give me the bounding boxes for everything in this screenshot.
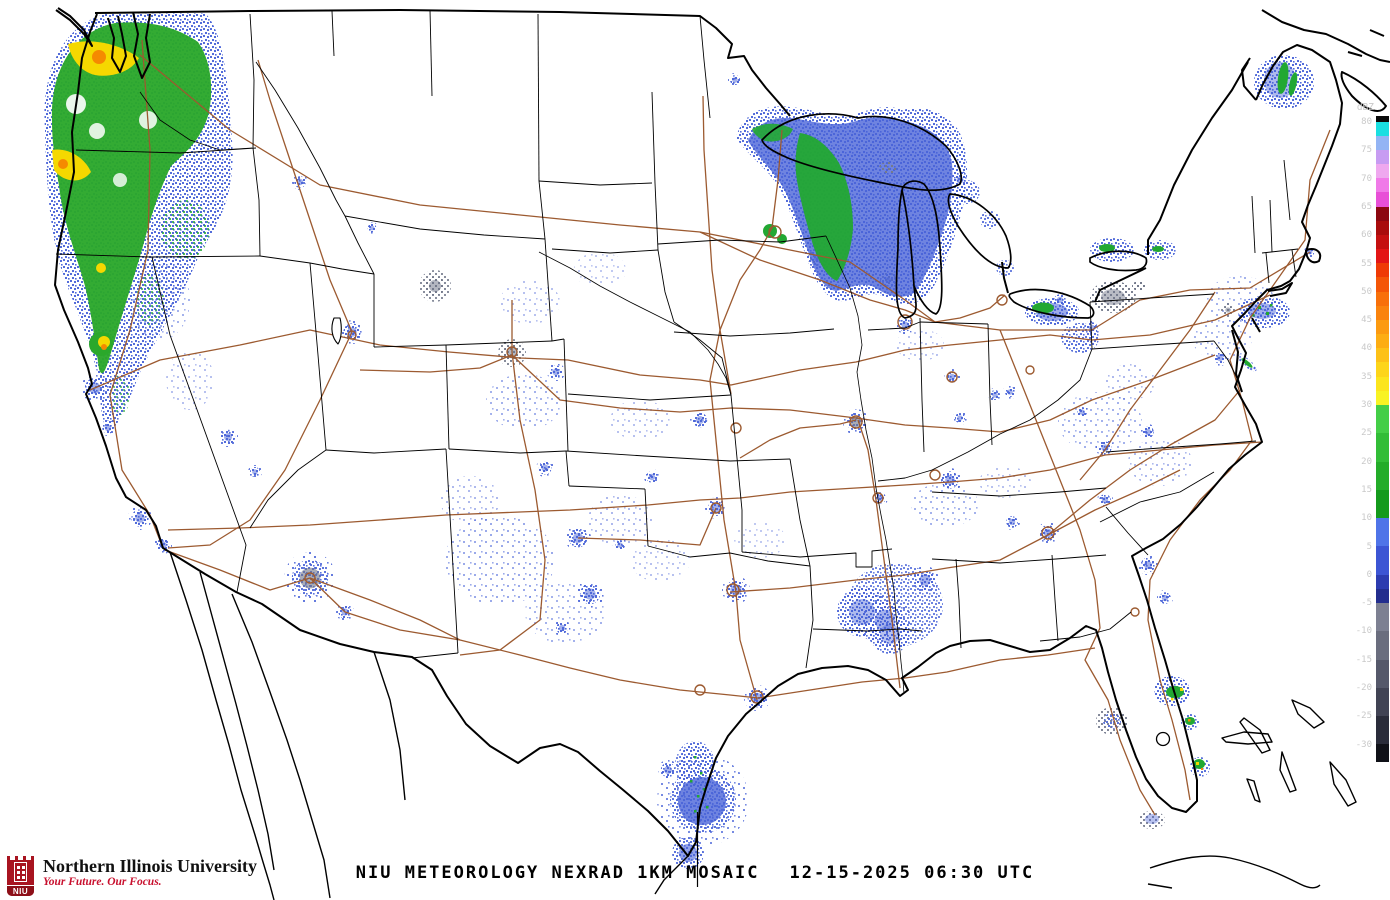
radar-site-return [419, 270, 451, 302]
city-beltways [304, 225, 1140, 704]
niu-logo: NIU Northern Illinois University Your Fu… [7, 856, 257, 896]
speckle-field [486, 374, 562, 430]
institution-name: Northern Illinois University [43, 856, 257, 876]
speckle-field [610, 400, 670, 440]
radar-site-return [536, 459, 554, 477]
speckle-field [440, 476, 500, 524]
radar-site-return [1004, 514, 1020, 530]
speckle-field [1128, 438, 1192, 486]
speckle-field [896, 329, 944, 361]
state-boundaries [55, 9, 1299, 669]
mosaic-title: NIU METEOROLOGY NEXRAD 1KM MOSAIC [355, 863, 760, 883]
radar-site-return [128, 506, 152, 530]
speckle-field [734, 522, 786, 558]
speckle-field [588, 494, 652, 546]
radar-site-return [938, 468, 962, 492]
radar-site-return [554, 620, 570, 636]
speckle-field [445, 515, 555, 605]
speckle-field [500, 280, 560, 324]
speckle-field [1104, 364, 1156, 400]
radar-site-return [1140, 424, 1156, 440]
radar-site-return [218, 427, 238, 447]
radar-site-return [576, 580, 604, 608]
echo-pacific-northwest [44, 13, 233, 433]
radar-site-return [248, 465, 262, 479]
echo-gulf-south [837, 587, 910, 654]
speckle-field [166, 350, 214, 410]
radar-site-return [1037, 522, 1059, 544]
institution-tagline: Your Future. Our Focus. [43, 876, 162, 888]
speckle-field [574, 252, 626, 288]
great-lakes [761, 113, 1148, 319]
radar-site-return [366, 222, 378, 234]
radar-site-return [728, 73, 742, 87]
radar-site-return [1157, 590, 1173, 606]
radar-site-return [547, 363, 565, 381]
rivers [139, 91, 905, 695]
speckle-field [630, 538, 690, 582]
speckle-field [979, 466, 1031, 498]
mexico-and-islands [169, 317, 1357, 900]
mosaic-timestamp: 12-15-2025 06:30 UTC [789, 863, 1035, 883]
niu-shield-icon: NIU [7, 856, 34, 896]
radar-site-return [1138, 555, 1158, 575]
radar-site-return [953, 411, 967, 425]
echo-upper-midwest [736, 106, 1014, 305]
radar-site-return [1075, 405, 1089, 419]
radar-site-return [1212, 350, 1228, 366]
radar-site-return [644, 469, 660, 485]
niu-acronym: NIU [7, 885, 34, 896]
radar-site-return [988, 388, 1002, 402]
radar-site-return [1003, 385, 1017, 399]
mosaic-title-bar: NIU METEOROLOGY NEXRAD 1KM MOSAIC 12-15-2… [0, 863, 1390, 883]
radar-site-return [613, 538, 627, 552]
interstate-highways [89, 39, 1331, 816]
radar-site-return [690, 410, 710, 430]
radar-site-return [1221, 303, 1235, 317]
